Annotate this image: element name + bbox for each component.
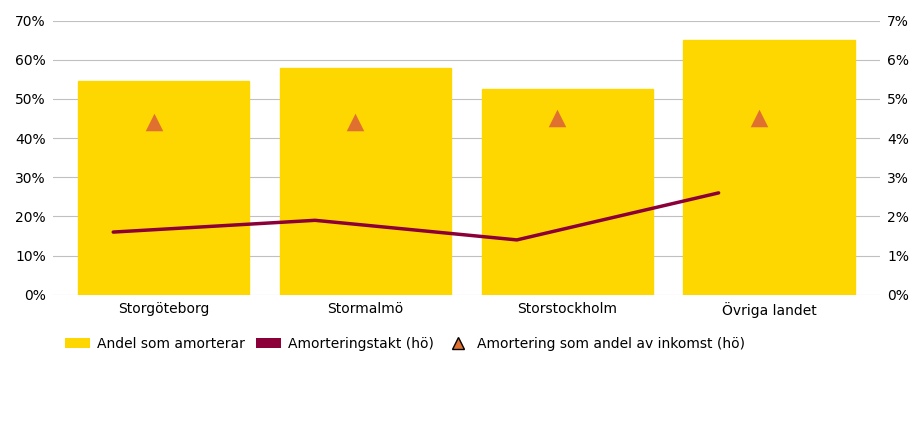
Legend: Andel som amorterar, Amorteringstakt (hö), Amortering som andel av inkomst (hö): Andel som amorterar, Amorteringstakt (hö… [60,331,750,357]
Point [146,119,161,126]
Bar [78,81,249,295]
Bar [684,40,855,295]
Point [751,115,766,122]
Point [348,119,363,126]
Point [550,115,565,122]
Bar [481,89,653,295]
Bar [280,68,451,295]
